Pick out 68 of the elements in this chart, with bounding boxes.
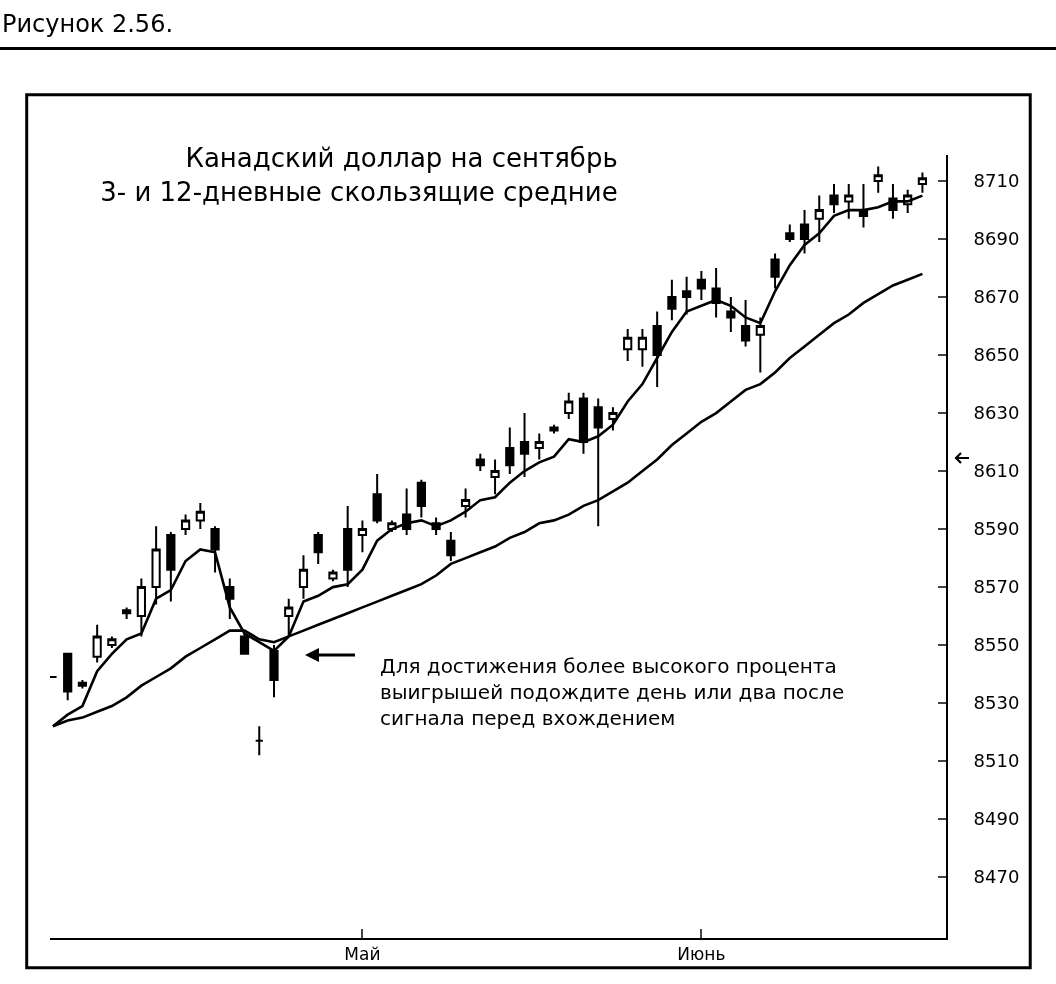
candlestick — [343, 504, 353, 589]
candlestick — [696, 270, 706, 301]
candlestick — [269, 644, 279, 699]
candlestick — [63, 652, 73, 702]
candlestick — [122, 606, 132, 620]
candlestick — [519, 412, 530, 478]
y-tick-label: 8470 — [973, 866, 1020, 888]
candlestick — [313, 531, 323, 565]
candlestick — [534, 432, 544, 461]
candlestick — [92, 623, 102, 664]
candlestick — [151, 525, 161, 606]
candlestick — [357, 519, 368, 554]
y-tick-label: 8530 — [973, 692, 1020, 714]
candlestick — [298, 554, 309, 600]
candlestick — [77, 678, 88, 690]
candlestick — [564, 391, 574, 420]
candlestick — [608, 406, 618, 432]
candlestick — [254, 725, 264, 757]
y-tick-label: 8630 — [973, 402, 1020, 424]
candlestick — [328, 568, 338, 583]
y-tick-label: 8550 — [973, 634, 1020, 656]
candlestick — [475, 452, 485, 473]
x-tick-label: Июнь — [677, 944, 726, 965]
y-tick-label: 8490 — [973, 808, 1020, 830]
candlestick — [460, 487, 471, 519]
candlestick — [107, 635, 117, 649]
candlestick — [770, 252, 780, 290]
x-tick-label: Май — [344, 944, 381, 965]
y-tick-label: 8690 — [973, 228, 1020, 250]
y-tick-label: 8710 — [973, 170, 1020, 192]
text: 3- и 12-дневные скользящие средние — [100, 177, 618, 208]
candlestick — [667, 278, 677, 322]
y-tick-label: 8570 — [973, 576, 1020, 598]
candlestick — [682, 275, 692, 316]
y-tick-label: 8510 — [973, 750, 1020, 772]
chart-title: Канадский доллар на сентябрь — [185, 143, 618, 174]
candlestick — [136, 577, 146, 638]
candlestick — [785, 223, 795, 243]
candlestick — [578, 391, 589, 455]
candlestick — [195, 502, 205, 531]
y-tick-label: 8650 — [973, 344, 1020, 366]
candlestick — [549, 423, 559, 435]
candlestick — [623, 328, 633, 362]
candlestick — [372, 473, 382, 525]
candlestick — [711, 267, 721, 319]
annotation: Для достижения более высокого процента выигрышей подождите день или два после сигнала перед вхождением — [380, 654, 845, 730]
candlestick — [166, 531, 176, 603]
candlestick — [505, 426, 515, 475]
candlestick — [210, 525, 220, 574]
candlestick — [490, 458, 500, 496]
candlestick — [637, 328, 648, 368]
candlestick — [402, 487, 412, 536]
candlestick — [740, 299, 751, 348]
candlestick — [593, 397, 603, 528]
candlestick — [917, 171, 928, 194]
candlestick — [799, 209, 810, 255]
text: Рисунок 2.56. — [2, 10, 174, 38]
candlestick — [726, 296, 736, 333]
candlestick — [755, 316, 765, 374]
candlestick — [416, 478, 426, 519]
candlestick — [652, 310, 662, 388]
y-tick-label: 8670 — [973, 286, 1020, 308]
y-tick-label: 8590 — [973, 518, 1020, 540]
candlestick — [180, 513, 191, 536]
y-tick-label: 8610 — [973, 460, 1020, 482]
candlestick — [446, 531, 456, 562]
candlestick — [873, 165, 883, 194]
candlestick — [239, 632, 250, 655]
